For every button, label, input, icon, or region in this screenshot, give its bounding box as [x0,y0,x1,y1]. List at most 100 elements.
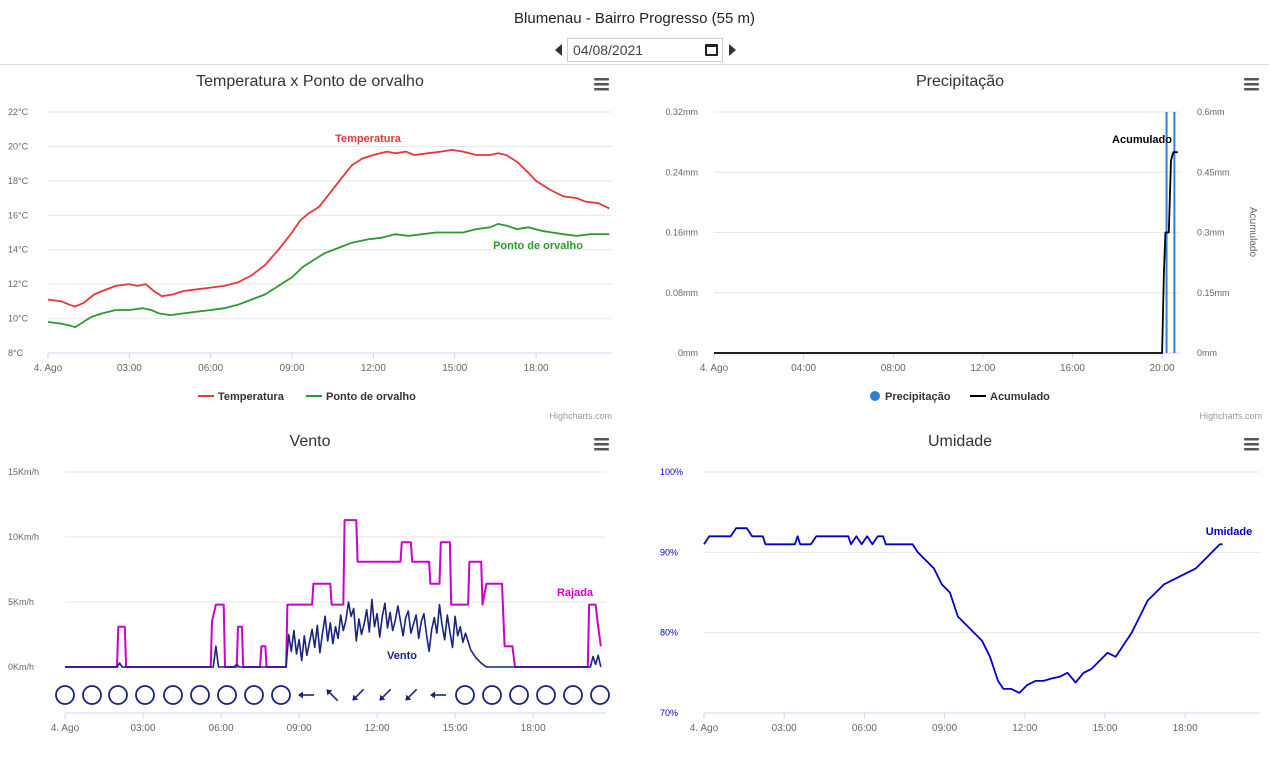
series-line-wind [65,598,602,668]
temperature-chart-panel: Temperatura x Ponto de orvalho 8°C 10°C 12°… [0,64,634,424]
wind-chart-panel: Vento 0Km/h 5Km/h 10Km/h 15Km/h 4. Ago 03:00 06… [0,424,634,784]
x-tick-label: 06:00 [198,363,223,374]
calm-wind-icon [271,685,291,705]
y-tick-label: 14°C [8,245,29,255]
x-tick-label: 12:00 [970,363,995,374]
calm-wind-icon [108,685,128,705]
x-tick-label: 15:00 [443,723,468,734]
precipitation-bar [1173,112,1176,353]
next-day-button[interactable] [726,38,738,62]
x-tick-label: 03:00 [131,723,156,734]
arrow-head [405,694,412,701]
x-tick-label: 12:00 [365,723,390,734]
wind-direction-arrow-icon [405,688,418,701]
station-title: Blumenau - Bairro Progresso (55 m) [514,10,755,27]
y-tick-label: 0.16mm [665,228,698,238]
calm-wind-icon [135,685,155,705]
chart-title: Vento [290,433,331,450]
x-tick-label: 18:00 [524,363,549,374]
calm-wind-icon [590,685,610,705]
date-value: 04/08/2021 [573,42,644,58]
menu-bar [594,438,609,441]
y-tick-label: 16°C [8,210,29,220]
date-input[interactable]: 04/08/2021 [567,38,723,62]
y-tick-label: 12°C [8,279,29,289]
calm-wind-icon [509,685,529,705]
y-tick-label: 0mm [678,348,698,358]
y-tick-label: 100% [660,467,683,477]
series-line-accumulated [714,151,1178,354]
series-data-label: Temperatura [335,133,402,145]
series-line-temperature [47,149,610,308]
x-tick-label: 06:00 [852,723,877,734]
menu-bar [594,88,609,91]
arrow-head [430,691,435,699]
y-tick-label: 0Km/h [8,662,34,672]
series-line-gust [65,519,602,668]
humidity-chart: Umidade 70% 80% 90% 100% 4. Ago 03:00 06:00 09:0… [660,433,1260,734]
y2-tick-label: 0.45mm [1197,167,1230,177]
calm-wind-icon [55,685,75,705]
legend-symbol [870,391,880,401]
caret-left-icon [554,44,562,56]
x-tick-label: 4. Ago [690,723,719,734]
wind-direction-arrow-icon [298,691,314,699]
wind-direction-arrow-icon [379,688,392,701]
x-tick-label: 4. Ago [34,363,63,374]
hamburger-menu-icon[interactable] [594,438,609,451]
hamburger-menu-icon[interactable] [1244,78,1259,91]
date-navigation: 04/08/2021 [552,37,738,63]
y-tick-label: 20°C [8,141,29,151]
x-tick-label: 12:00 [361,363,386,374]
legend-label: Precipitação [885,391,951,403]
wind-direction-arrow-icon [352,688,365,701]
menu-bar [1244,438,1259,441]
menu-bar [594,78,609,81]
y-tick-label: 18°C [8,176,29,186]
previous-day-button[interactable] [552,38,564,62]
x-tick-label: 09:00 [287,723,312,734]
y-tick-label: 15Km/h [8,467,39,477]
arrow-head [326,689,333,696]
chart-title: Umidade [928,433,992,450]
legend-label: Acumulado [990,391,1050,403]
calm-wind-icon [163,685,183,705]
legend-item-precipitação[interactable]: Precipitação [870,391,951,403]
wind-direction-arrow-icon [326,689,339,702]
calm-wind-icon [82,685,102,705]
x-tick-label: 09:00 [280,363,305,374]
x-tick-label: 16:00 [1060,363,1085,374]
series-line-humidity [703,527,1223,694]
hamburger-menu-icon[interactable] [1244,438,1259,451]
x-tick-label: 06:00 [209,723,234,734]
arrow-head [352,694,359,701]
y-tick-label: 10°C [8,314,29,324]
x-tick-label: 15:00 [442,363,467,374]
x-tick-label: 04:00 [791,363,816,374]
y-tick-label: 70% [660,708,678,718]
menu-bar [1244,448,1259,451]
y2-tick-label: 0.6mm [1197,107,1225,117]
x-tick-label: 20:00 [1150,363,1175,374]
temperature-chart: Temperatura x Ponto de orvalho 8°C 10°C 12°… [8,73,612,421]
credits-label: Highcharts.com [1199,411,1262,421]
calm-wind-icon [482,685,502,705]
precipitation-chart: Precipitação 0mm 0.08mm 0.16mm 0.24mm 0.32mm 0… [665,73,1262,421]
calm-wind-icon [244,685,264,705]
legend-item-ponto-de-orvalho[interactable]: Ponto de orvalho [306,391,416,403]
legend-item-temperatura[interactable]: Temperatura [198,391,285,403]
y2-tick-label: 0mm [1197,348,1217,358]
series-data-label: Acumulado [1112,134,1172,146]
arrow-head [379,694,386,701]
y-tick-label: 0.08mm [665,288,698,298]
hamburger-menu-icon[interactable] [594,78,609,91]
y-tick-label: 90% [660,547,678,557]
y-tick-label: 22°C [8,107,29,117]
wind-chart: Vento 0Km/h 5Km/h 10Km/h 15Km/h 4. Ago 03:00 06… [8,433,610,734]
series-line-dewpoint [47,223,610,329]
x-tick-label: 12:00 [1012,723,1037,734]
x-tick-label: 08:00 [881,363,906,374]
legend-item-acumulado[interactable]: Acumulado [970,391,1050,403]
x-tick-label: 09:00 [932,723,957,734]
calendar-icon[interactable] [705,44,718,56]
